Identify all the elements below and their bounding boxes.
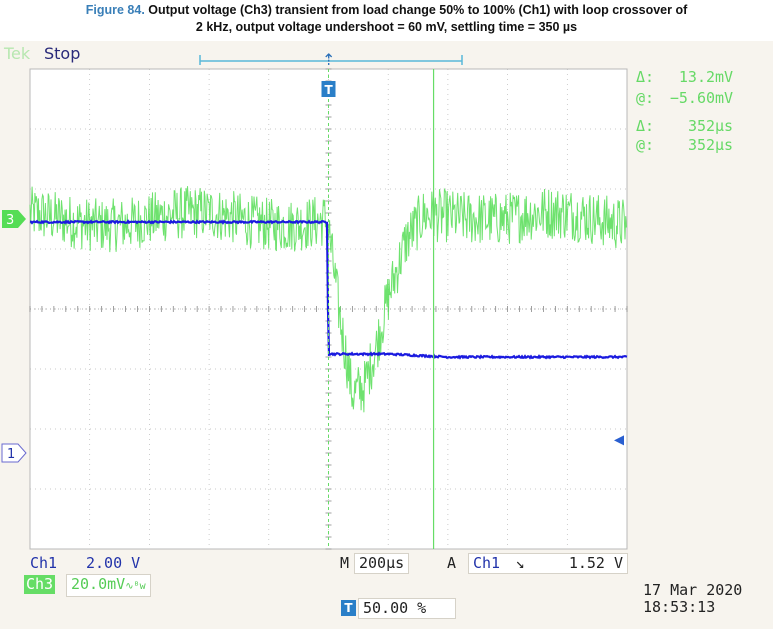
trigger-marker-label: T	[325, 83, 334, 97]
ch3-ground-marker	[2, 210, 26, 228]
figure-label: Figure 84.	[85, 3, 145, 17]
cursor-readout-at-v: @: −5.60mV	[636, 89, 734, 107]
cursor-readout-at-t: @: 352µs	[636, 136, 734, 154]
trigger-position: 50.00 %	[358, 598, 456, 619]
ch3-scale-value: 20.0mV	[71, 575, 126, 593]
timebase-value: 200µs	[354, 553, 410, 574]
bandwidth-limit-icon: ∿ᴮw	[125, 581, 146, 592]
record-view-indicator: ⇡	[199, 50, 463, 69]
waveform-plot: ⇡ T 3 1	[1, 50, 628, 550]
ch3-scale-field: 20.0mV∿ᴮw	[66, 574, 151, 597]
ch1-trace	[29, 219, 628, 360]
trigger-mode: A	[447, 554, 457, 572]
trigger-arrow-icon: ⇡	[322, 50, 335, 69]
timebase-label: M	[340, 554, 350, 572]
ch1-ground-label: 1	[7, 447, 15, 462]
caption-line-2: 2 kHz, output voltage undershoot = 60 mV…	[195, 20, 578, 34]
ch1-ground-marker	[1, 443, 27, 463]
trigger-level-arrow-icon	[614, 435, 624, 446]
trigger-level: 1.52 V	[568, 554, 623, 572]
trigger-position-marker	[321, 81, 336, 97]
trigger-field: Ch1 ↘ 1.52 V	[468, 553, 628, 574]
caption-line-1: Output voltage (Ch3) transient from load…	[148, 3, 688, 17]
markers: T 3 1	[1, 69, 624, 549]
capture-date: 17 Mar 2020	[643, 581, 743, 599]
trigger-position-icon: T	[341, 600, 356, 616]
figure-caption: Figure 84. Output voltage (Ch3) transien…	[0, 2, 773, 36]
brand-logo: Tek	[4, 44, 31, 63]
oscilloscope-screen: Tek Stop ⇡ T 3 1 Δ: 13.2mV @: −5.60mV Δ: 3…	[0, 41, 773, 629]
cursor-readout-delta-v: Δ: 13.2mV	[636, 68, 734, 86]
falling-edge-icon: ↘	[515, 554, 525, 572]
cursor-readout-delta-t: Δ: 352µs	[636, 117, 734, 135]
capture-time: 18:53:13	[643, 598, 716, 616]
run-state: Stop	[44, 44, 81, 63]
ch3-scale-label: Ch3	[24, 575, 56, 594]
ch1-scale-label: Ch1	[30, 554, 58, 572]
trigger-source: Ch1	[473, 554, 501, 572]
ch1-scale-value: 2.00 V	[86, 554, 141, 572]
ch3-ground-label: 3	[6, 213, 14, 228]
